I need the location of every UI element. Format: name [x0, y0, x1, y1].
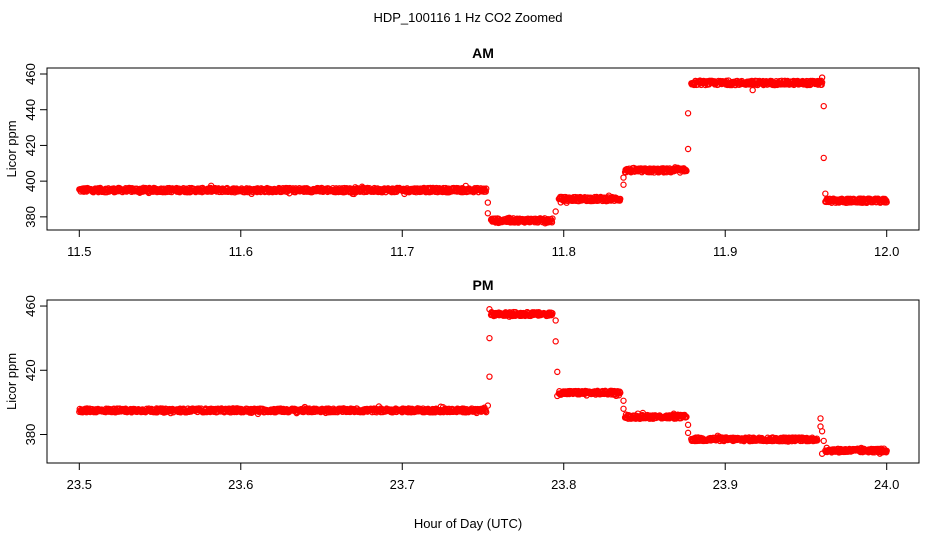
pm-transition-point: [486, 373, 493, 380]
pm-segment: [822, 444, 890, 457]
x-axis-label: Hour of Day (UTC): [414, 516, 522, 531]
am-x-tick-label: 12.0: [874, 244, 899, 259]
pm-x-tick-label: 23.7: [390, 477, 415, 492]
pm-data-point: [549, 310, 556, 317]
am-segment: [688, 77, 826, 89]
pm-x-tick-label: 24.0: [874, 477, 899, 492]
am-transition-point: [484, 210, 492, 217]
pm-transition-point: [486, 334, 493, 342]
am-transition-point: [818, 74, 826, 81]
pm-x-tick-label: 23.6: [228, 477, 253, 492]
pm-data-point: [483, 408, 490, 416]
am-transition-point: [820, 154, 827, 162]
am-x-tick-label: 11.5: [67, 244, 91, 259]
pm-panel-title: PM: [473, 277, 494, 293]
am-transition-point: [820, 102, 827, 110]
pm-data-point: [883, 447, 890, 454]
am-data-point: [617, 195, 624, 203]
am-transition-point: [620, 174, 627, 181]
pm-x-tick-label: 23.8: [551, 477, 576, 492]
am-y-axis-label: Licor ppm: [4, 120, 19, 177]
pm-transition-point: [484, 402, 492, 409]
am-segment: [621, 164, 690, 176]
figure-title: HDP_100116 1 Hz CO2 Zoomed: [373, 10, 562, 25]
pm-transition-point: [684, 421, 692, 429]
pm-y-tick-label: 460: [23, 295, 38, 317]
am-y-tick-label: 440: [23, 99, 38, 121]
am-segment: [487, 214, 556, 227]
am-segment: [76, 182, 490, 198]
pm-data-point: [814, 437, 821, 444]
pm-segment: [487, 308, 556, 320]
am-y-tick-label: 380: [23, 206, 38, 228]
am-y-tick-label: 420: [23, 135, 38, 157]
am-y-tick-label: 460: [23, 63, 38, 85]
pm-segment: [76, 403, 490, 418]
am-transition-point: [684, 110, 692, 117]
pm-transition-point: [620, 405, 627, 412]
am-transition-point: [620, 181, 627, 188]
am-panel: AM 11.5 11.6 11.7 11.8 11.9 12.0 380 400 420 440 46…: [4, 45, 920, 259]
pm-panel: PM 23.5 23.6 23.7 23.8 23.9 24.0 380 420 460 Licor…: [4, 277, 920, 492]
pm-segment: [621, 409, 690, 422]
am-segment: [822, 195, 890, 207]
pm-y-axis-label: Licor ppm: [4, 353, 19, 410]
am-data-points: [76, 74, 890, 227]
pm-segment: [688, 432, 821, 445]
am-x-tick-label: 11.7: [390, 244, 414, 259]
pm-transition-point: [684, 429, 692, 437]
am-data-point: [683, 167, 690, 175]
am-y-tick-label: 400: [23, 170, 38, 192]
pm-data-point: [617, 389, 624, 397]
am-segment: [555, 192, 624, 206]
pm-data-point: [683, 413, 690, 421]
pm-transition-point: [554, 368, 561, 376]
am-transition-point: [822, 190, 829, 197]
am-transition-point: [552, 208, 559, 215]
am-data-point: [482, 188, 489, 195]
pm-transition-point: [818, 428, 826, 435]
am-transition-point: [684, 145, 692, 153]
am-transition-point: [484, 199, 492, 206]
pm-data-points: [76, 306, 890, 457]
am-x-tick-label: 11.9: [713, 244, 737, 259]
am-data-point: [549, 215, 556, 222]
pm-transition-point: [817, 415, 824, 422]
pm-x-tick-label: 23.5: [67, 477, 92, 492]
am-data-point: [548, 219, 556, 226]
am-x-tick-label: 11.8: [552, 244, 576, 259]
pm-transition-point: [552, 317, 559, 324]
pm-y-tick-label: 420: [23, 359, 38, 381]
pm-segment: [555, 387, 624, 400]
am-data-point: [883, 199, 890, 206]
pm-x-tick-label: 23.9: [713, 477, 738, 492]
am-panel-title: AM: [472, 45, 494, 61]
pm-transition-point: [820, 437, 827, 445]
am-data-point: [483, 185, 490, 192]
pm-transition-point: [620, 397, 627, 404]
pm-transition-point: [818, 450, 826, 457]
pm-y-tick-label: 380: [23, 424, 38, 446]
pm-transition-point: [552, 338, 559, 345]
am-plot-frame: [46, 67, 920, 231]
am-transition-point: [749, 86, 756, 94]
am-x-tick-label: 11.6: [229, 244, 253, 259]
pm-transition-point: [554, 392, 561, 400]
pm-transition-point: [486, 306, 493, 313]
